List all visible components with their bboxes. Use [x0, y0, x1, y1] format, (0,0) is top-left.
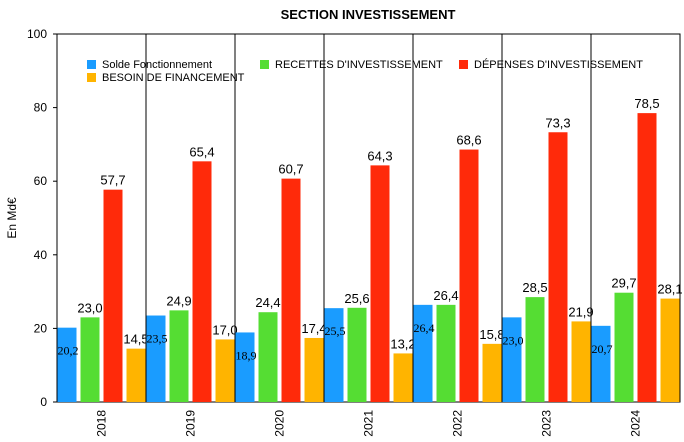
legend-swatch — [459, 60, 468, 69]
bar-2-2020 — [281, 178, 301, 402]
bar-3-2020 — [304, 337, 324, 402]
value-label: 13,2 — [390, 336, 415, 351]
value-label: 60,7 — [278, 162, 303, 177]
bar-2-2018 — [103, 189, 123, 402]
y-tick-label: 60 — [34, 174, 48, 188]
bar-1-2019 — [169, 310, 189, 402]
chart-title: SECTION INVESTISSEMENT — [281, 7, 456, 22]
y-tick-label: 100 — [27, 27, 47, 41]
legend-label: DÉPENSES D'INVESTISSEMENT — [474, 58, 643, 71]
bar-3-2018 — [126, 348, 146, 402]
value-label: 20,2 — [58, 344, 79, 358]
legend-swatch — [260, 60, 269, 69]
y-tick-label: 40 — [34, 248, 48, 262]
bar-2-2022 — [459, 149, 479, 402]
plot-area: 0 20 40 60 80 100 20,2 23,0 57,7 14,5 2018 23,5 24,9… — [27, 27, 683, 437]
bar-3-2019 — [215, 339, 235, 402]
bar-1-2020 — [258, 312, 278, 402]
value-label: 14,5 — [123, 332, 148, 347]
legend-swatch — [87, 73, 96, 82]
x-tick-label: 2021 — [362, 410, 376, 437]
legend-label: Solde Fonctionnement — [102, 59, 212, 71]
legend-label: RECETTES D'INVESTISSEMENT — [275, 59, 443, 71]
value-label: 26,4 — [414, 321, 435, 335]
value-label: 17,0 — [212, 322, 237, 337]
value-label: 23,0 — [77, 300, 102, 315]
value-label: 64,3 — [367, 148, 392, 163]
value-label: 15,8 — [479, 327, 504, 342]
x-tick-label: 2019 — [184, 410, 198, 437]
value-label: 23,0 — [503, 333, 524, 347]
value-label: 28,5 — [522, 280, 547, 295]
y-tick-label: 80 — [34, 101, 48, 115]
value-label: 24,9 — [166, 293, 191, 308]
bar-3-2021 — [393, 353, 413, 402]
bar-0-2023 — [502, 317, 522, 402]
bar-3-2022 — [482, 343, 502, 402]
plot-frame — [56, 33, 681, 403]
bar-0-2021 — [324, 308, 344, 402]
bar-1-2018 — [80, 317, 100, 402]
x-tick-label: 2024 — [629, 410, 643, 437]
x-tick-label: 2022 — [451, 410, 465, 437]
bar-0-2019 — [146, 315, 166, 402]
bar-0-2022 — [413, 304, 433, 402]
bar-2-2021 — [370, 165, 390, 402]
value-label: 24,4 — [255, 295, 280, 310]
value-label: 20,7 — [592, 342, 613, 356]
value-label: 73,3 — [545, 115, 570, 130]
bar-1-2021 — [347, 307, 367, 402]
x-tick-label: 2020 — [273, 410, 287, 437]
bar-2-2019 — [192, 161, 212, 402]
legend-label: BESOIN DE FINANCEMENT — [102, 72, 245, 84]
value-label: 25,5 — [325, 324, 346, 338]
value-label: 65,4 — [189, 144, 214, 159]
value-label: 17,4 — [301, 321, 326, 336]
bar-3-2024 — [660, 298, 680, 402]
bar-0-2018 — [57, 327, 77, 402]
bar-3-2023 — [571, 321, 591, 402]
value-label: 18,9 — [236, 348, 257, 362]
y-axis-label: En Md€ — [5, 197, 19, 239]
bar-2-2023 — [548, 132, 568, 403]
value-label: 28,1 — [657, 282, 682, 297]
bar-1-2023 — [525, 297, 545, 402]
value-label: 26,4 — [433, 288, 458, 303]
value-label: 68,6 — [456, 133, 481, 148]
value-label: 25,6 — [344, 291, 369, 306]
bar-0-2024 — [591, 325, 611, 402]
bar-1-2024 — [614, 292, 634, 402]
x-tick-label: 2018 — [95, 410, 109, 437]
value-label: 57,7 — [100, 173, 125, 188]
legend-swatch — [87, 60, 96, 69]
value-label: 29,7 — [611, 276, 636, 291]
x-tick-label: 2023 — [540, 410, 554, 437]
y-tick-label: 20 — [34, 321, 48, 335]
bar-1-2022 — [436, 304, 456, 402]
bar-2-2024 — [637, 113, 657, 403]
value-label: 78,5 — [634, 96, 659, 111]
bar-0-2020 — [235, 332, 255, 402]
value-label: 23,5 — [147, 332, 168, 346]
value-label: 21,9 — [568, 304, 593, 319]
y-tick-label: 0 — [40, 395, 47, 409]
